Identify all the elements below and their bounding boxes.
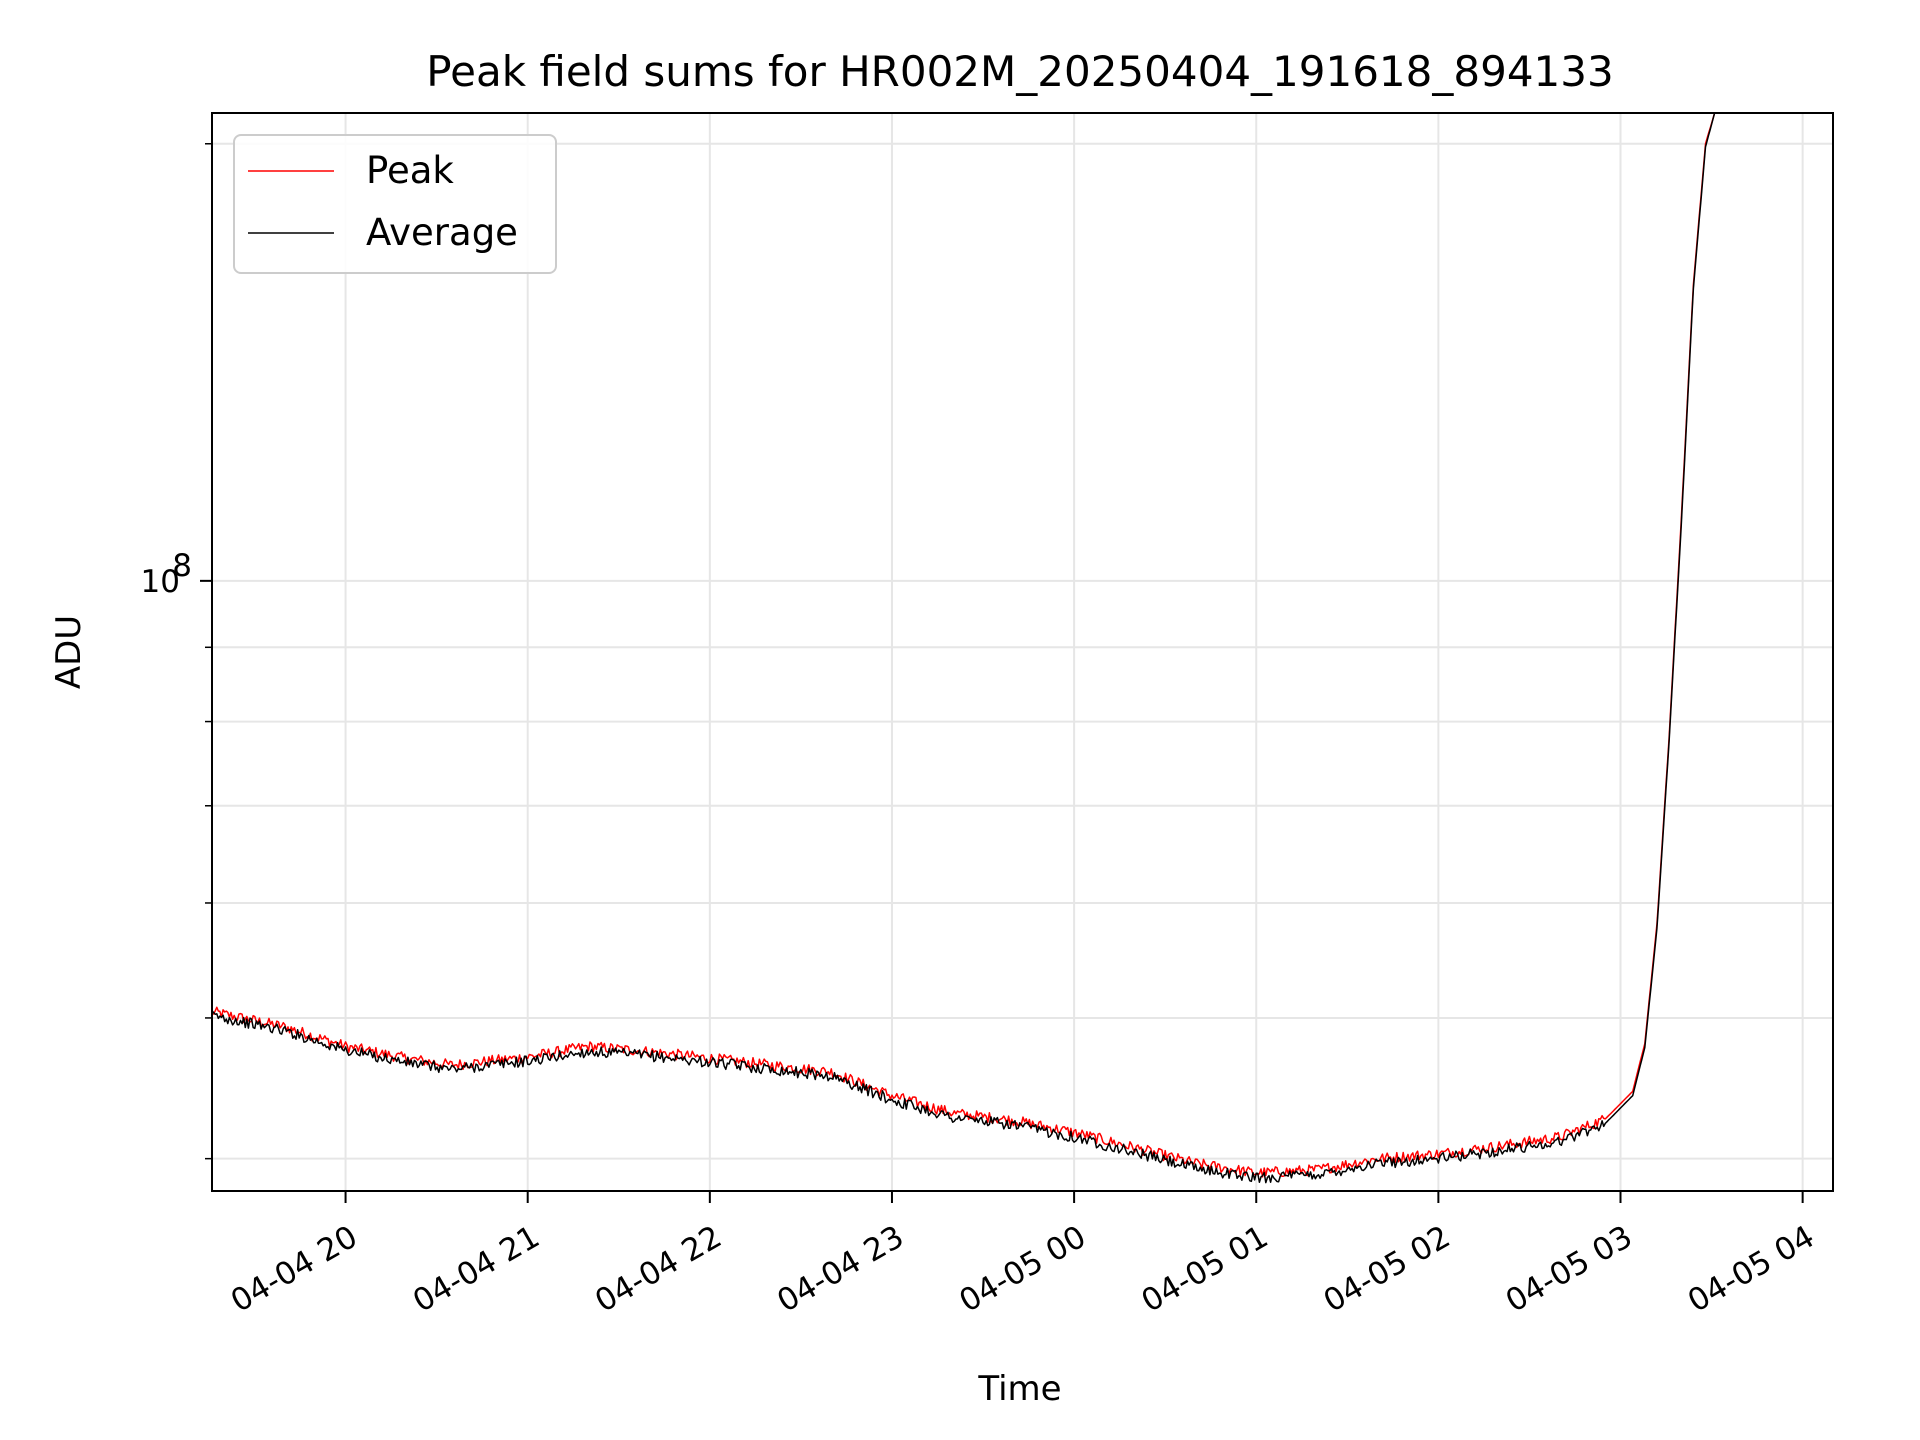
x-axis-label: Time: [977, 1369, 1061, 1409]
y-axis: 108: [141, 143, 212, 1160]
grid: [212, 113, 1833, 1191]
y-tick-label: 10: [141, 564, 180, 600]
y-tick-exponent: 8: [172, 548, 192, 584]
legend-label-peak: Peak: [366, 149, 454, 192]
legend: Peak Average: [233, 134, 557, 274]
series-layer: [212, 113, 1716, 1184]
series-line-average: [212, 113, 1716, 1184]
chart-title: Peak field sums for HR002M_20250404_1916…: [426, 47, 1613, 96]
legend-box: [233, 134, 557, 274]
y-axis-label: ADU: [49, 615, 89, 689]
legend-label-average: Average: [366, 211, 518, 254]
plot-frame: [211, 112, 1834, 1192]
